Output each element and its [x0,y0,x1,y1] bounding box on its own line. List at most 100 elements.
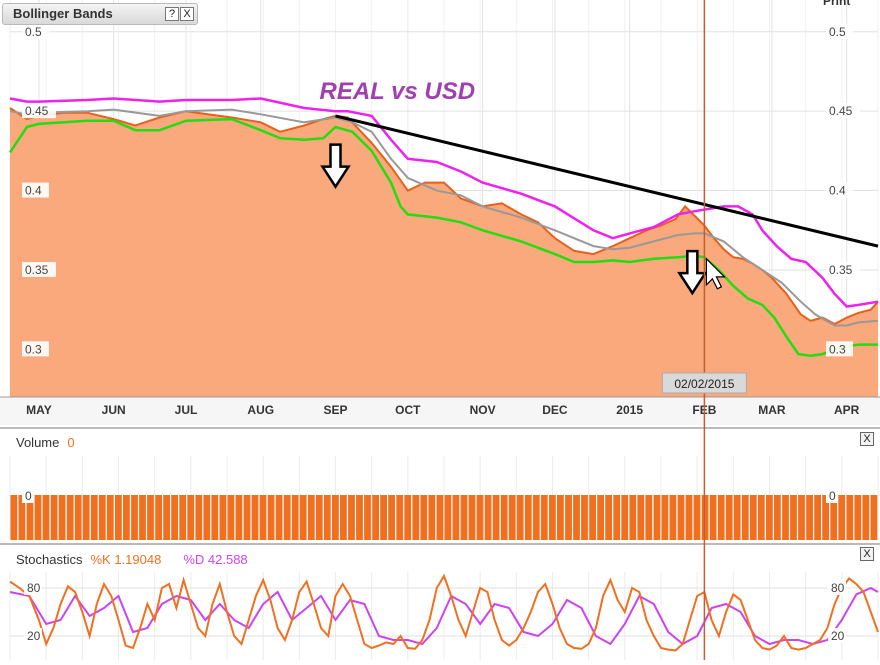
volume-bar [195,495,203,540]
price-line [9,107,879,326]
volume-bar [66,495,74,540]
volume-tick-right-bg [826,488,838,503]
volume-bar [717,495,725,540]
help-button[interactable]: ? [165,7,179,21]
volume-bar [645,495,653,540]
stochastics-close-button[interactable]: X [860,547,874,561]
volume-bar [147,495,154,540]
volume-bar [549,495,556,540]
volume-bar [123,495,130,540]
volume-bar [516,495,524,540]
stoch-tick-left-bg [24,628,42,643]
volume-bar [299,495,307,540]
tick-label-left-bg [22,341,49,357]
volume-value: 0 [67,435,75,450]
stoch-tick-right-bg [828,580,846,595]
volume-bar [484,495,492,540]
tick-label-left: 0.4 [25,184,42,198]
volume-bar [10,495,18,540]
tick-label-right-bg [826,23,853,39]
volume-bar [757,495,765,540]
volume-bar [460,495,468,540]
volume-bar [557,495,564,540]
volume-bar [540,495,548,540]
price-area [10,108,878,397]
tick-label-left: 0.45 [25,104,49,118]
trendline [335,114,879,248]
volume-bar [404,495,412,540]
volume-bar [565,495,572,540]
volume-bar [372,495,379,540]
volume-bar [774,495,781,540]
volume-bar [211,495,219,540]
volume-bar [766,495,773,540]
x-tick-label: APR [834,403,860,417]
tick-label-right-bg [826,261,860,277]
tick-label-right-bg [826,341,853,357]
volume-bar [428,495,436,540]
volume-bar [741,495,749,540]
volume-title: Volume 0 [16,435,75,450]
volume-bar [275,495,283,540]
volume-bar [98,495,106,540]
volume-bar [283,495,291,540]
volume-bar [621,495,629,540]
d-legend: %D 42.588 [183,552,248,567]
volume-bar [179,495,187,540]
x-tick-label: JUL [175,403,198,417]
mouse-cursor-icon [705,257,726,290]
k-line [9,573,879,652]
volume-tick-right: 0 [829,489,836,503]
k-legend: %K 1.19048 [90,552,162,567]
volume-bar [267,495,275,540]
volume-bar [131,495,138,540]
x-tick-label: MAY [26,403,52,417]
stoch-tick-left: 80 [27,581,41,595]
volume-bar [412,495,420,540]
volume-bar [227,495,235,540]
lower-band-line [8,117,878,357]
volume-bar [315,495,323,540]
volume-bar [685,495,693,540]
volume-bar [235,495,243,540]
volume-bar [291,495,299,540]
volume-bar [34,495,42,540]
x-tick-label: SEP [323,403,347,417]
volume-bar [396,495,404,540]
close-indicator-button[interactable]: X [180,7,194,21]
volume-bar [251,495,259,540]
volume-bar [814,495,821,540]
volume-bar [340,495,347,540]
volume-bar [243,495,251,540]
volume-bar [846,495,854,540]
volume-tick-left: 0 [25,489,32,503]
volume-bar [500,495,508,540]
tick-label-right: 0.5 [829,25,846,39]
stoch-tick-left: 20 [27,629,41,643]
volume-bar [854,495,862,540]
volume-bar [74,495,82,540]
volume-bar [18,495,26,540]
stochastics-title: Stochastics %K 1.19048 %D 42.588 [16,552,248,567]
tick-label-right: 0.4 [829,184,846,198]
volume-bar [830,495,838,540]
volume-close-button[interactable]: X [860,432,874,446]
down-arrow-icon [677,249,708,296]
volume-bar [693,495,701,540]
x-tick-label: AUG [247,403,274,417]
x-tick-label: JUN [102,403,126,417]
print-button[interactable]: Print [823,0,851,8]
volume-bar [388,495,395,540]
volume-bar [589,495,596,540]
volume-bar [573,495,580,540]
volume-bar [468,495,476,540]
tick-label-right: 0.45 [829,104,853,118]
volume-bar [581,495,588,540]
stochastics-label: Stochastics [16,552,83,567]
volume-bar [613,495,621,540]
stoch-tick-right: 20 [831,629,845,643]
volume-bar [669,495,677,540]
down-arrow-icon [320,143,351,189]
